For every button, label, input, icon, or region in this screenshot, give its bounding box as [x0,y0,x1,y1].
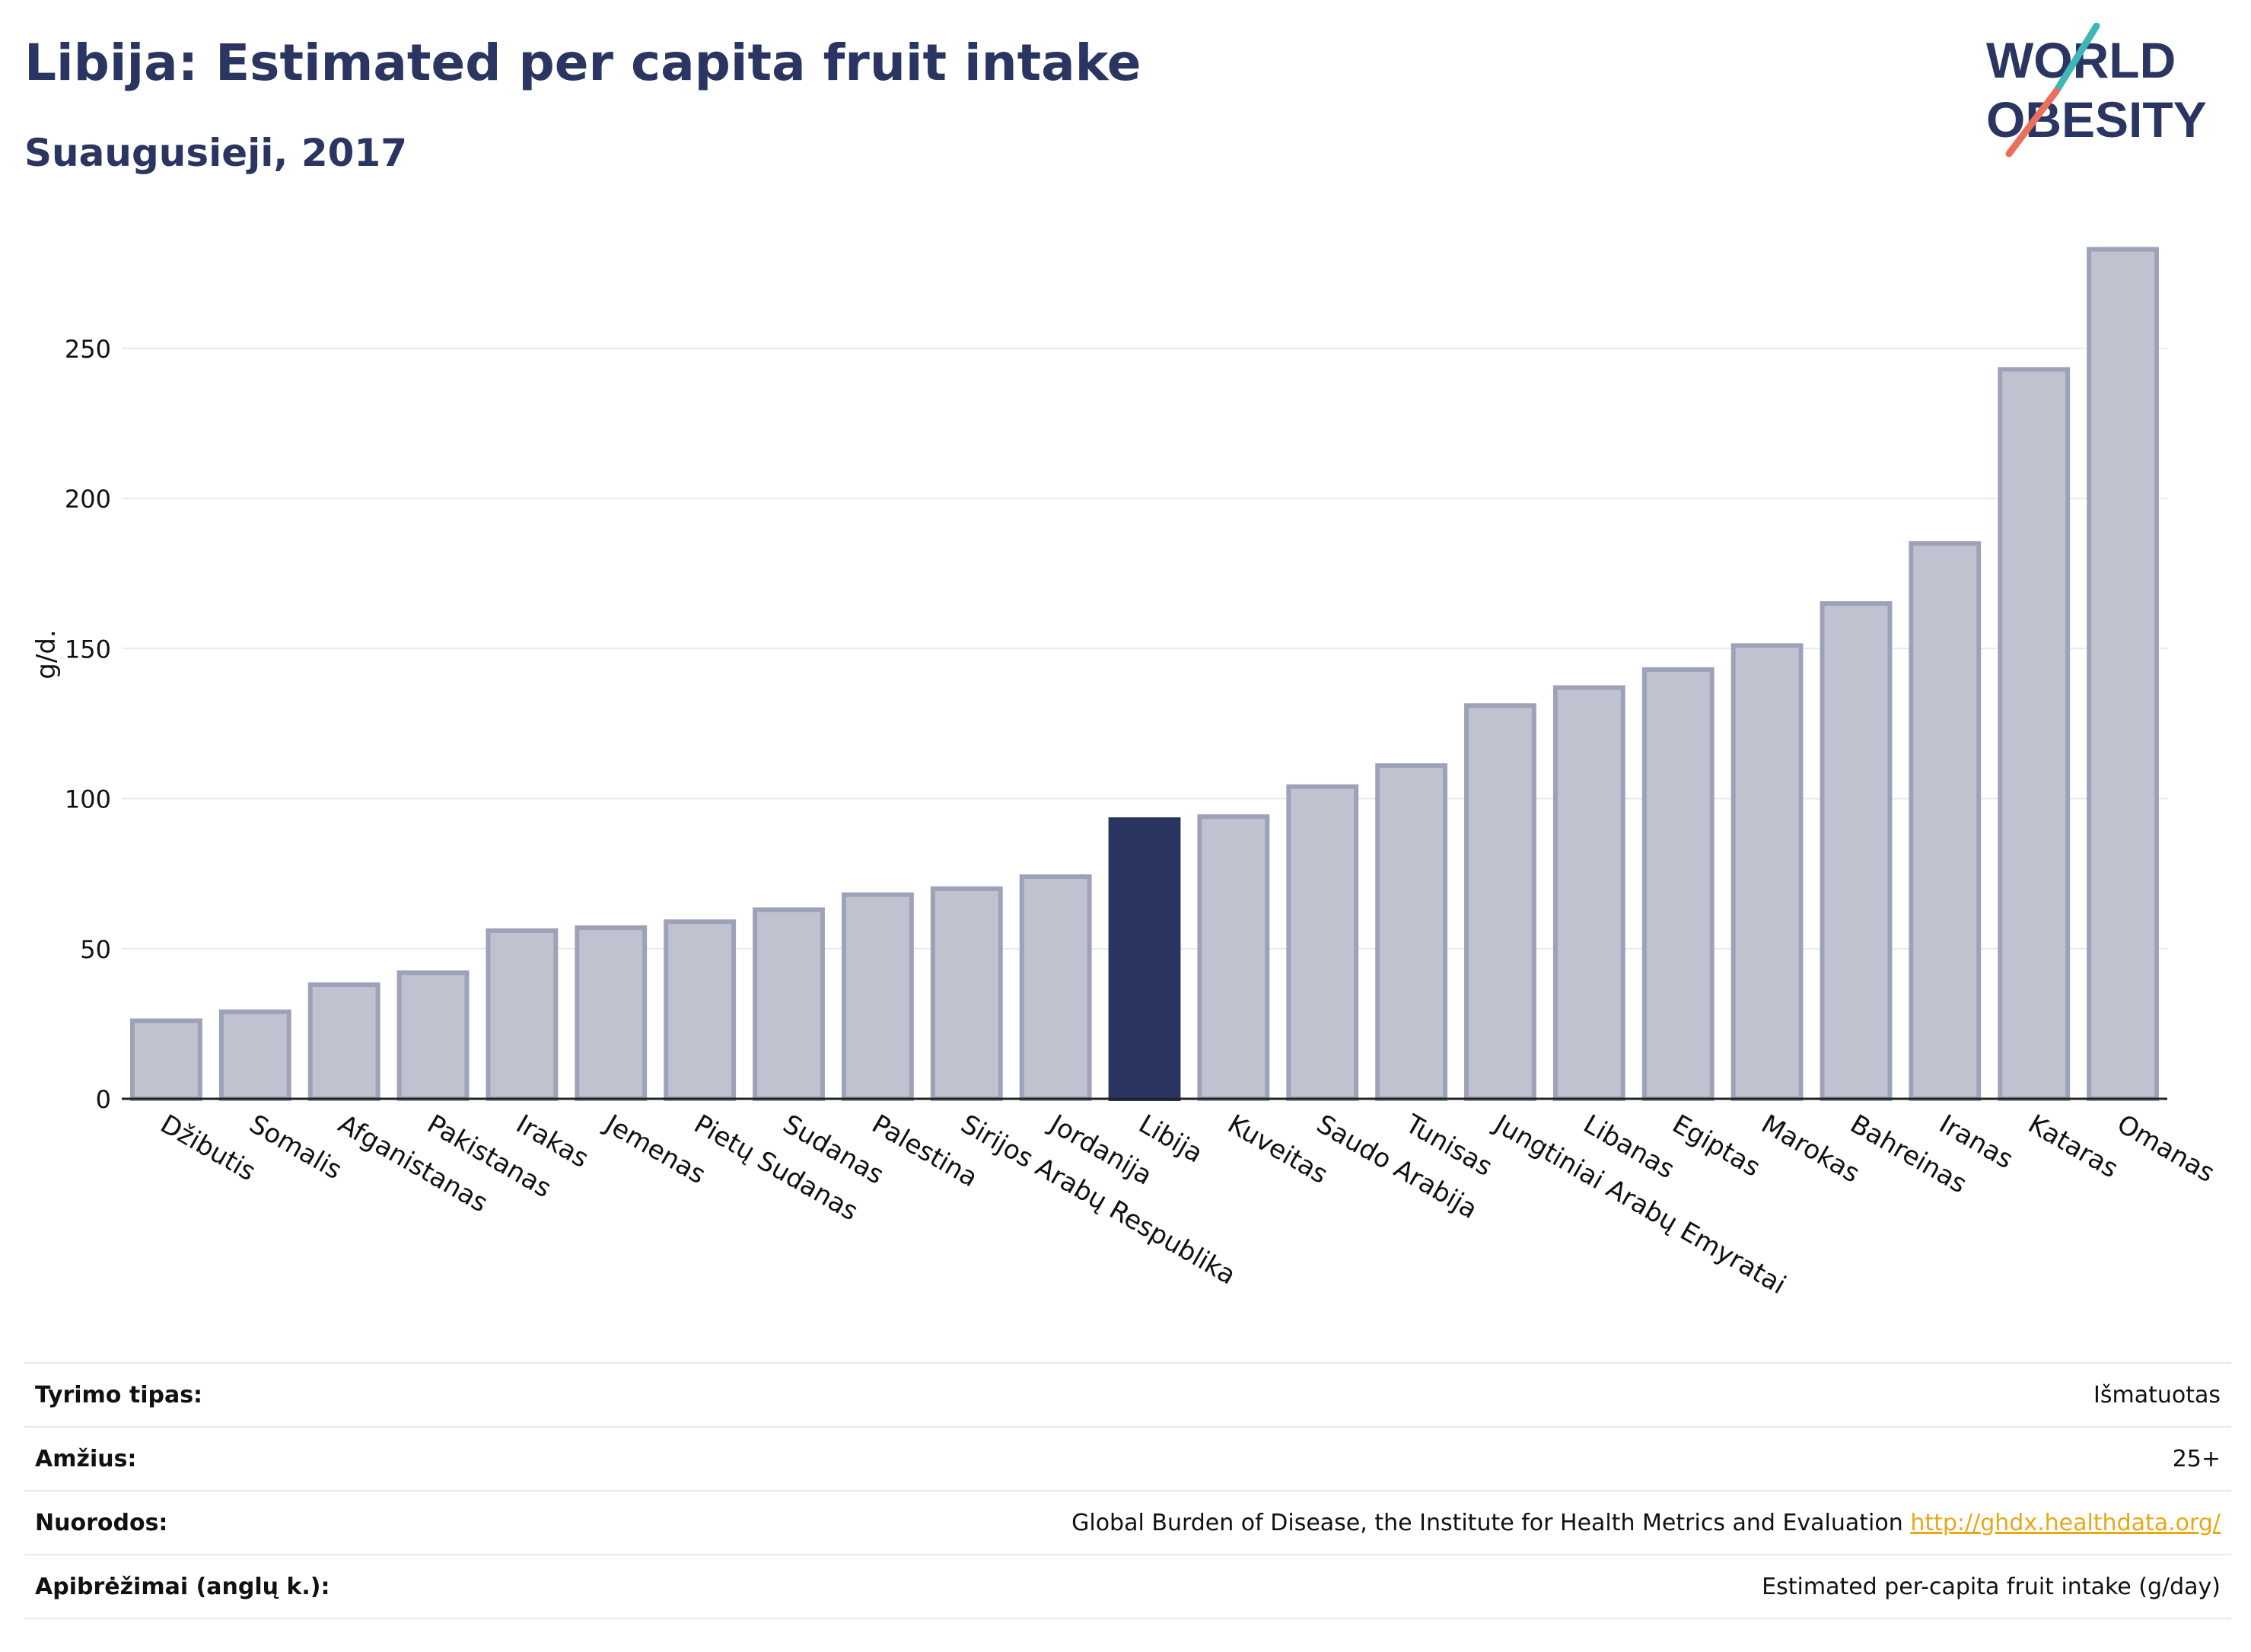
metadata-table: Tyrimo tipas: Išmatuotas Amžius: 25+ Nuo… [24,1362,2231,1619]
bar-chart: 0 50 100 150 200 250 DžibutisSomalisAfganista… [31,247,2220,1300]
meta-row-survey-type: Tyrimo tipas: Išmatuotas [24,1362,2231,1426]
bar-18[interactable] [1730,643,1804,1101]
y-tick-label: 200 [65,485,111,514]
bar-0[interactable] [130,1018,202,1101]
meta-row-references: Nuorodos: Global Burden of Disease, the … [24,1490,2231,1554]
bar-5[interactable] [575,925,648,1101]
x-tick-label: Egiptas [1667,1109,1765,1183]
meta-label: Apibrėžimai (anglų k.): [35,1573,330,1600]
reference-link[interactable]: http://ghdx.healthdata.org/ [1910,1509,2221,1536]
x-tick-label: Džibutis [155,1109,261,1187]
meta-label: Amžius: [35,1445,137,1472]
x-tick-label: Marokas [1756,1109,1865,1189]
y-tick-label: 0 [96,1085,111,1114]
meta-value: 25+ [2172,1445,2221,1472]
bar-7[interactable] [753,907,825,1101]
x-tick-label: Somalis [244,1109,347,1186]
world-obesity-logo: WORLD OBESITY [1986,23,2207,158]
chart-subtitle: Suaugusieji, 2017 [24,131,407,175]
y-axis-label: g/d. [31,629,62,679]
bar-1[interactable] [218,1009,291,1101]
bar-2[interactable] [307,982,380,1101]
bars [130,247,2159,1102]
logo-line-1: WORLD [1986,32,2176,88]
bar-15[interactable] [1464,703,1536,1101]
bar-19[interactable] [1820,601,1893,1101]
y-tick-label: 50 [80,935,111,964]
bar-17[interactable] [1641,667,1715,1101]
meta-row-definitions: Apibrėžimai (anglų k.): Estimated per-ca… [24,1554,2231,1619]
y-axis-ticks: 0 50 100 150 200 250 [65,335,111,1114]
reference-text: Global Burden of Disease, the Institute … [1071,1509,1903,1536]
bar-4[interactable] [486,928,559,1101]
y-tick-label: 150 [65,635,111,664]
bar-16[interactable] [1552,685,1625,1101]
bar-8[interactable] [841,892,914,1101]
chart-title: Libija: Estimated per capita fruit intak… [24,33,1141,92]
x-tick-label: Kuveitas [1222,1109,1332,1190]
bar-21[interactable] [1998,367,2071,1101]
meta-row-age: Amžius: 25+ [24,1426,2231,1490]
meta-value: Global Burden of Disease, the Institute … [1071,1510,2231,1536]
bar-6[interactable] [664,919,737,1101]
y-tick-label: 100 [65,785,111,814]
logo-slash-teal [2052,23,2100,95]
meta-value: Estimated per-capita fruit intake (g/day… [1762,1573,2221,1600]
x-axis-ticks: DžibutisSomalisAfganistanasPakistanasIra… [155,1108,2220,1300]
bar-13[interactable] [1286,784,1359,1101]
bar-3[interactable] [396,970,470,1102]
bar-11[interactable] [1108,817,1181,1101]
bar-14[interactable] [1375,763,1448,1101]
meta-label: Tyrimo tipas: [35,1381,203,1408]
bar-9[interactable] [930,886,1003,1101]
bar-12[interactable] [1197,814,1270,1101]
x-tick-label: Jemenas [599,1108,711,1190]
bar-22[interactable] [2087,247,2159,1102]
meta-label: Nuorodos: [35,1509,168,1536]
meta-value: Išmatuotas [2093,1381,2221,1408]
bar-10[interactable] [1019,874,1092,1101]
x-tick-label: Omanas [2112,1109,2220,1189]
bar-20[interactable] [1909,541,1982,1101]
x-tick-label: Kataras [2023,1109,2123,1184]
logo-slash-red [2005,88,2060,158]
x-tick-label: Afganistanas [333,1109,493,1218]
y-tick-label: 250 [65,335,111,364]
